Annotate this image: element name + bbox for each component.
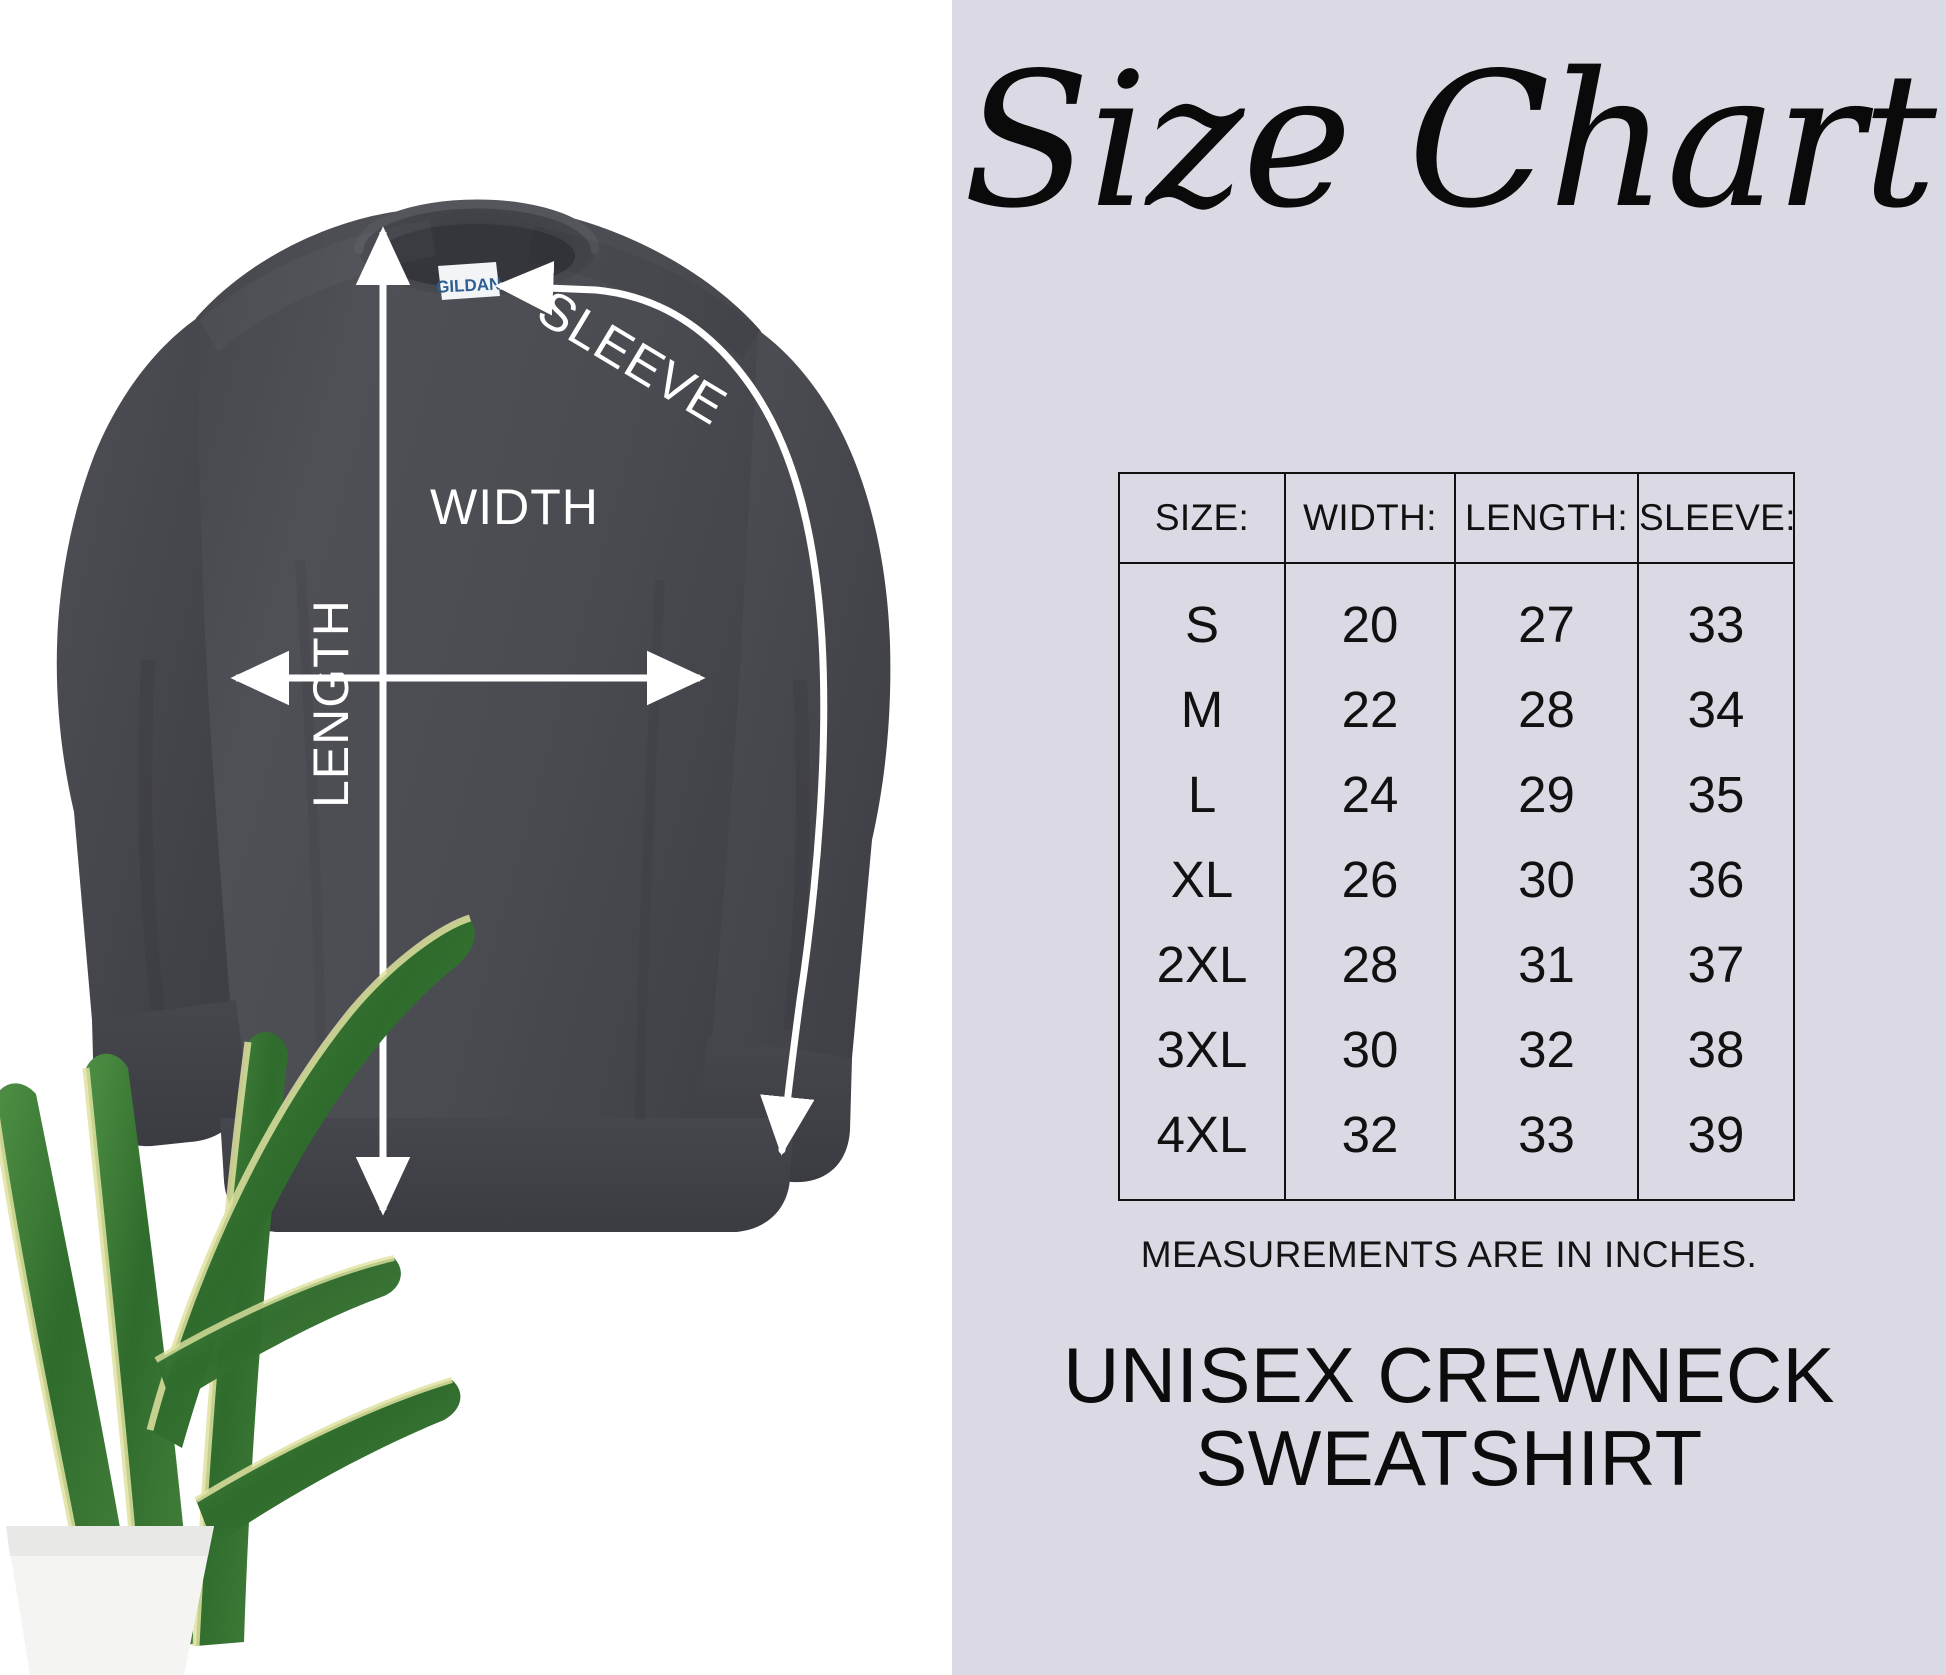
cell-length: 30: [1454, 837, 1639, 922]
cell-sleeve: 34: [1637, 667, 1795, 752]
cell-width: 32: [1284, 1092, 1456, 1200]
snake-plant: [0, 914, 475, 1675]
cell-width: 24: [1284, 752, 1456, 837]
svg-text:GILDAN: GILDAN: [436, 274, 502, 296]
cell-length: 28: [1454, 667, 1639, 752]
table-header-row: SIZE: WIDTH: LENGTH: SLEEVE:: [1118, 472, 1795, 564]
table-row: XL 26 30 36: [1118, 837, 1795, 922]
column-header-sleeve: SLEEVE:: [1637, 472, 1795, 564]
table-row: 3XL 30 32 38: [1118, 1007, 1795, 1092]
table-row: L 24 29 35: [1118, 752, 1795, 837]
sleeve-arrow: [592, 286, 828, 1156]
cell-length: 31: [1454, 922, 1639, 1007]
cell-sleeve: 35: [1637, 752, 1795, 837]
cell-sleeve: 36: [1637, 837, 1795, 922]
cell-length: 33: [1454, 1092, 1639, 1200]
cell-size: 3XL: [1118, 1007, 1286, 1092]
sweatshirt-illustration: GILDAN: [0, 0, 952, 1675]
cell-sleeve: 39: [1637, 1092, 1795, 1200]
cell-length: 29: [1454, 752, 1639, 837]
column-header-size: SIZE:: [1118, 472, 1286, 564]
product-name-line-1: UNISEX CREWNECK: [1063, 1331, 1835, 1419]
cell-width: 28: [1284, 922, 1456, 1007]
width-label: WIDTH: [430, 479, 599, 535]
product-name: UNISEX CREWNECK SWEATSHIRT: [952, 1334, 1946, 1499]
table-row: S 20 27 33: [1118, 563, 1795, 667]
table-row: M 22 28 34: [1118, 667, 1795, 752]
units-note: MEASUREMENTS ARE IN INCHES.: [1140, 1234, 1758, 1275]
brand-label: GILDAN: [436, 262, 502, 300]
cell-length: 32: [1454, 1007, 1639, 1092]
cell-size: M: [1118, 667, 1286, 752]
cell-length: 27: [1454, 563, 1639, 667]
cell-sleeve: 37: [1637, 922, 1795, 1007]
cell-sleeve: 33: [1637, 563, 1795, 667]
garment-panel: GILDAN: [0, 0, 952, 1675]
length-label: LENGTH: [303, 599, 359, 808]
cell-width: 30: [1284, 1007, 1456, 1092]
size-table: SIZE: WIDTH: LENGTH: SLEEVE: S 20 27 33 …: [1118, 472, 1795, 1201]
product-name-line-2: SWEATSHIRT: [1195, 1413, 1703, 1502]
column-header-width: WIDTH:: [1284, 472, 1456, 564]
cell-size: 2XL: [1118, 922, 1286, 1007]
cell-width: 20: [1284, 563, 1456, 667]
sleeve-neck-arrow: [494, 260, 597, 316]
table-row: 4XL 32 33 39: [1118, 1092, 1795, 1200]
cell-width: 26: [1284, 837, 1456, 922]
column-header-length: LENGTH:: [1454, 472, 1639, 564]
cell-sleeve: 38: [1637, 1007, 1795, 1092]
page-title: Size Chart: [962, 32, 1937, 249]
cell-size: 4XL: [1118, 1092, 1286, 1200]
cell-size: S: [1118, 563, 1286, 667]
cell-width: 22: [1284, 667, 1456, 752]
cell-size: XL: [1118, 837, 1286, 922]
cell-size: L: [1118, 752, 1286, 837]
table-row: 2XL 28 31 37: [1118, 922, 1795, 1007]
